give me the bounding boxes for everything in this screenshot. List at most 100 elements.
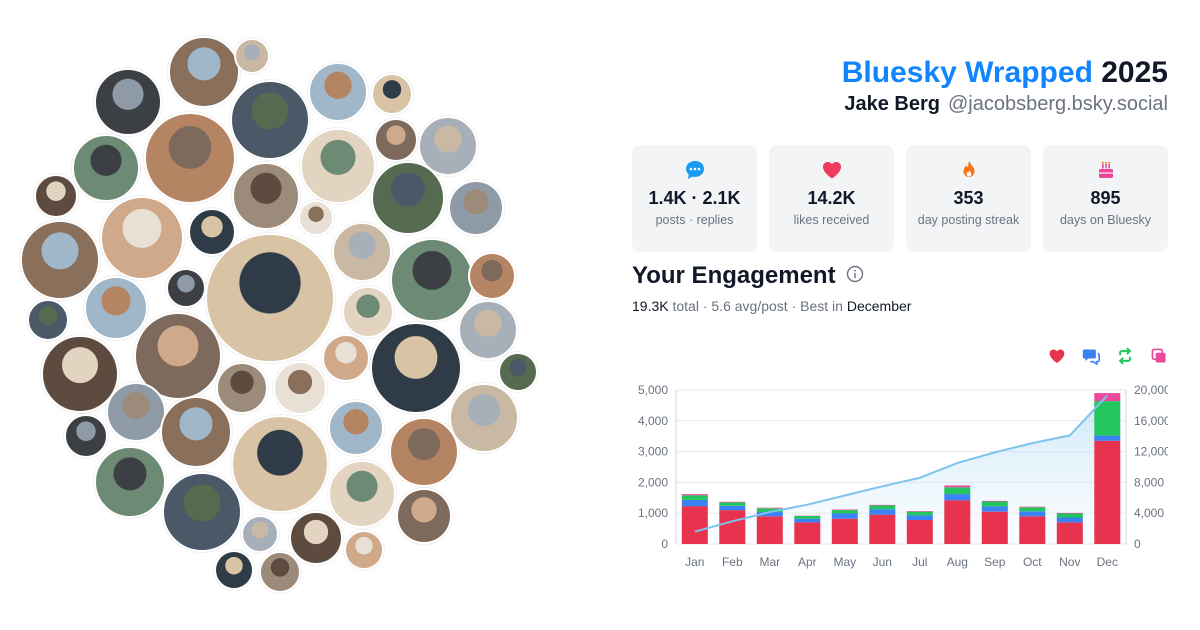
bar-stack — [756, 507, 783, 544]
bar-segment-replies — [681, 500, 708, 507]
avatar — [144, 112, 236, 204]
avatar — [468, 252, 516, 300]
x-tick: Apr — [798, 555, 817, 569]
y-left-tick: 2,000 — [638, 475, 668, 489]
bar-segment-likes — [1019, 516, 1046, 544]
avatar — [298, 200, 334, 236]
bar-stack — [719, 501, 746, 544]
y-left-tick: 1,000 — [638, 506, 668, 520]
bar-segment-reposts — [756, 508, 783, 512]
bar-segment-replies — [944, 494, 971, 501]
x-tick: Feb — [722, 555, 743, 569]
bar-segment-replies — [756, 512, 783, 517]
avatar — [41, 335, 119, 413]
stat-value: 895 — [1090, 188, 1121, 208]
avatar — [162, 472, 242, 552]
engagement-title: Your Engagement — [632, 262, 836, 289]
x-tick: Sep — [984, 555, 1006, 569]
engagement-chart: 0 0 1,000 4,000 2,000 8,000 3,000 12,000 4,000 16… — [638, 383, 1168, 569]
avatar — [168, 36, 240, 108]
bar-segment-likes — [1094, 440, 1121, 544]
quote-icon[interactable] — [1150, 347, 1168, 365]
stat-value: 14.2K — [807, 188, 856, 208]
avatar — [216, 362, 268, 414]
avatar — [273, 361, 327, 415]
bar-segment-reposts — [794, 516, 821, 519]
bar-segment-quotes — [831, 509, 858, 511]
heart-icon — [769, 159, 894, 181]
avatar — [166, 268, 206, 308]
bar-segment-reposts — [1056, 513, 1083, 518]
bar-segment-replies — [794, 518, 821, 523]
bar-segment-replies — [906, 515, 933, 520]
bar-segment-reposts — [981, 501, 1008, 507]
avatar — [72, 134, 140, 202]
x-tick: Oct — [1023, 555, 1042, 569]
x-tick: Jul — [912, 555, 927, 569]
stat-card-days: 895 days on Bluesky — [1043, 145, 1168, 252]
x-tick: Jan — [685, 555, 704, 569]
bar-stack — [794, 515, 821, 544]
bar-segment-likes — [1056, 522, 1083, 544]
bar-segment-quotes — [981, 500, 1008, 502]
x-tick: Aug — [947, 555, 968, 569]
avatar — [390, 238, 474, 322]
y-right-tick: 20,000 — [1134, 383, 1168, 397]
bar-segment-quotes — [681, 494, 708, 496]
avatar — [344, 530, 384, 570]
year-label: 2025 — [1101, 56, 1168, 89]
avatar — [371, 73, 413, 115]
reply-icon[interactable] — [1082, 347, 1100, 365]
avatar — [308, 62, 368, 122]
avatar — [396, 488, 452, 544]
bar-segment-reposts — [869, 505, 896, 510]
bar-segment-replies — [981, 506, 1008, 512]
bar-stack — [1094, 393, 1121, 544]
bar-segment-likes — [756, 516, 783, 544]
y-right-tick: 8,000 — [1134, 475, 1164, 489]
y-left-tick: 5,000 — [638, 383, 668, 397]
page-title: Bluesky Wrapped 2025 — [842, 56, 1168, 90]
y-left-tick: 4,000 — [638, 414, 668, 428]
bar-segment-likes — [906, 520, 933, 544]
avatar — [27, 299, 69, 341]
avatar-collage — [0, 0, 560, 630]
bar-segment-reposts — [1094, 401, 1121, 436]
avatar — [234, 38, 270, 74]
engagement-summary: 19.3K total · 5.6 avg/post · Best in Dec… — [632, 298, 911, 314]
avg-per-post: 5.6 avg/post — [711, 298, 788, 314]
bar-stack — [681, 494, 708, 544]
avatar — [289, 511, 343, 565]
engagement-heading: Your Engagement — [632, 262, 864, 290]
bar-segment-replies — [831, 513, 858, 519]
bar-stack — [981, 500, 1008, 544]
bar-segment-reposts — [906, 511, 933, 516]
bar-segment-quotes — [719, 501, 746, 503]
avatar — [370, 322, 462, 414]
chart-legend — [1048, 347, 1168, 365]
avatar — [64, 414, 108, 458]
avatar — [232, 162, 300, 230]
bar-stack — [831, 509, 858, 544]
avatar — [20, 220, 100, 300]
avatar — [231, 415, 329, 513]
bar-segment-quotes — [1056, 512, 1083, 514]
avatar — [230, 80, 310, 160]
bar-segment-replies — [1019, 511, 1046, 517]
x-tick: Jun — [873, 555, 892, 569]
heart-icon[interactable] — [1048, 347, 1066, 365]
bar-segment-reposts — [944, 487, 971, 495]
stat-label: likes received — [793, 213, 870, 227]
info-icon[interactable] — [846, 262, 864, 290]
repost-icon[interactable] — [1116, 347, 1134, 365]
user-handle: @jacobsberg.bsky.social — [947, 93, 1168, 115]
bar-segment-likes — [869, 514, 896, 544]
x-tick: May — [833, 555, 856, 569]
bar-segment-likes — [981, 511, 1008, 544]
bar-segment-quotes — [906, 511, 933, 512]
stat-card-posts: 1.4K · 2.1K posts · replies — [632, 145, 757, 252]
user-line: Jake Berg @jacobsberg.bsky.social — [844, 93, 1168, 116]
y-left-tick: 0 — [661, 537, 668, 551]
avatar — [34, 174, 78, 218]
avatar — [449, 383, 519, 453]
